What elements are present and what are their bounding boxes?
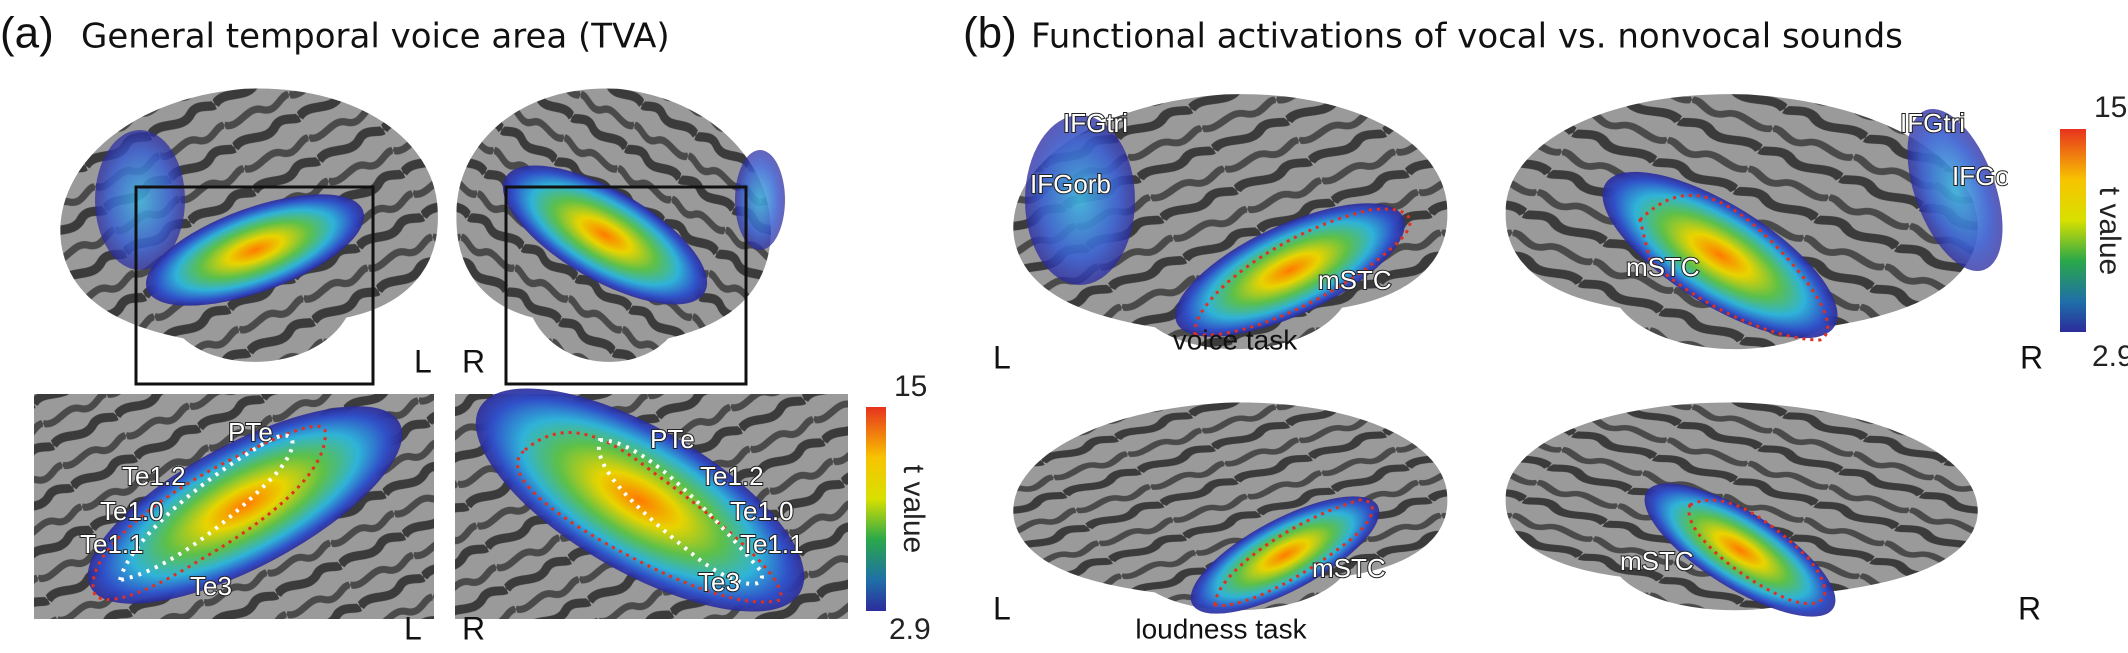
hemisphere-label: L (414, 343, 432, 379)
colorbar-min: 2.9 (2092, 340, 2128, 373)
activation (475, 388, 805, 612)
colorbar-max: 15 (2094, 91, 2127, 124)
region-label: IFGtri (1063, 108, 1128, 138)
outline (596, 437, 764, 586)
hemisphere-label: L (404, 610, 422, 646)
task-caption: loudness task (1135, 613, 1307, 644)
region-label: Te1.2 (700, 461, 764, 491)
hemisphere-label: R (462, 343, 485, 379)
region-label: mSTC (1312, 553, 1386, 583)
region-label: IFGorb (1952, 161, 2033, 191)
region-label: Te1.1 (740, 529, 804, 559)
activation (95, 130, 185, 270)
panel-label: (a) (0, 9, 54, 58)
hemisphere-label: R (462, 610, 485, 646)
region-label: PTe (228, 417, 273, 447)
region-label: Te3 (698, 567, 740, 597)
outline (117, 433, 295, 583)
region-label: mSTC (1620, 546, 1694, 576)
panel-title: General temporal voice area (TVA) (81, 17, 670, 57)
outline (516, 431, 783, 604)
region-label: Te1.0 (730, 496, 794, 526)
region-label: PTe (650, 424, 695, 454)
colorbar-label: t value (897, 465, 930, 553)
region-label: IFGtri (1900, 108, 1965, 138)
activation (1907, 108, 2003, 272)
activation (1025, 115, 1135, 285)
clipped-labels: IFGtri IFGorb (1899, 107, 2033, 192)
activation (502, 165, 708, 305)
activation (1190, 496, 1380, 614)
colorbar (866, 407, 886, 611)
activation (1644, 483, 1836, 617)
panel-label: (b) (963, 9, 1017, 58)
colorbar-min: 2.9 (889, 613, 931, 646)
hemisphere-label: R (2020, 339, 2043, 375)
activation (145, 194, 365, 306)
zoom-box (504, 185, 748, 386)
activation (735, 150, 785, 250)
colorbar-max: 15 (894, 370, 927, 403)
region-label: mSTC (1626, 252, 1700, 282)
region-label: mSTC (1318, 265, 1392, 295)
region-label: Te3 (190, 571, 232, 601)
panel-title: Functional activations of vocal vs. nonv… (1031, 17, 1903, 57)
hemisphere-label: L (993, 590, 1011, 626)
task-caption: voice task (1173, 324, 1298, 355)
region-label: Te1.1 (80, 529, 144, 559)
region-label: Te1.0 (100, 496, 164, 526)
hemisphere-label: L (993, 339, 1011, 375)
zoom-box (134, 185, 375, 386)
region-label: IFGorb (1030, 169, 1111, 199)
region-label: Te1.2 (122, 461, 186, 491)
colorbar-label: t value (2093, 187, 2126, 275)
outline (1193, 207, 1412, 337)
colorbar (2060, 129, 2086, 332)
activation (1602, 171, 1838, 339)
hemisphere-label: R (2018, 590, 2041, 626)
activation (1175, 203, 1405, 337)
outline (91, 424, 327, 601)
